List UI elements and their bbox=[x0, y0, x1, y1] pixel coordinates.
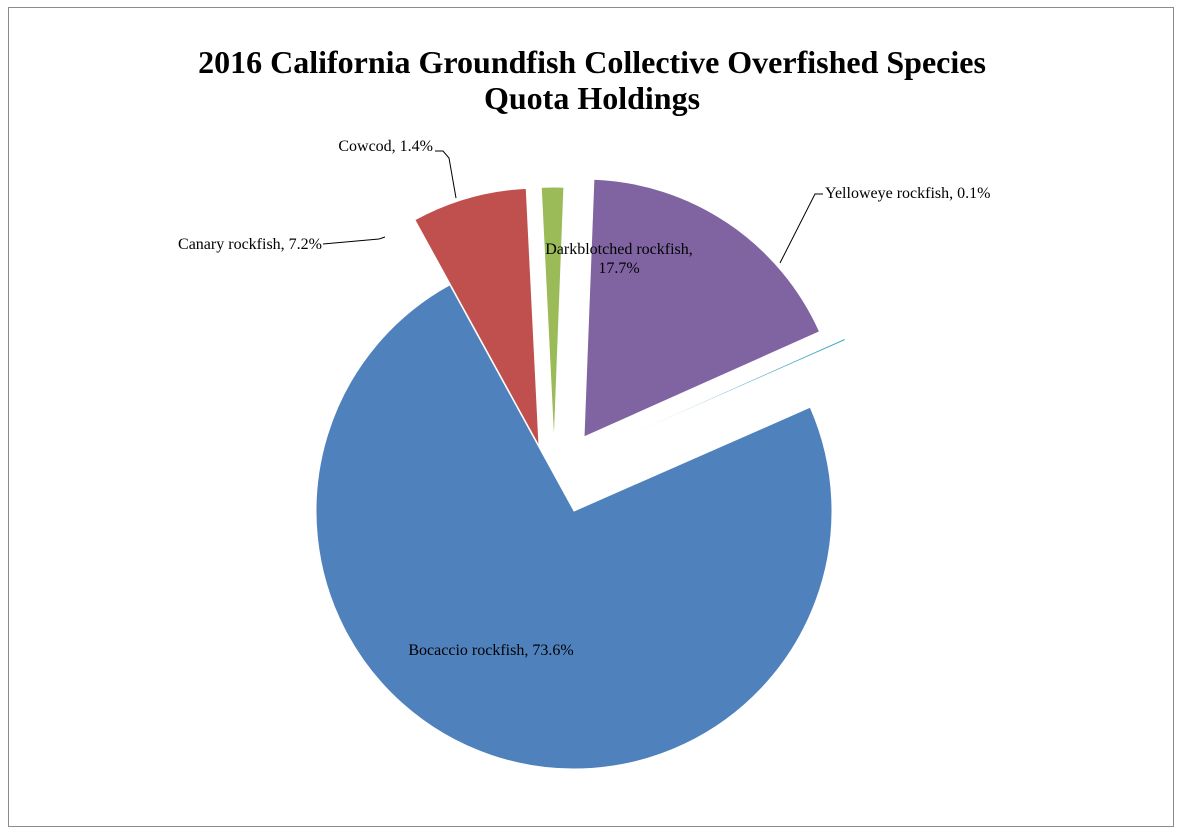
pie-chart: Bocaccio rockfish, 73.6% Canary rockfish… bbox=[178, 138, 990, 770]
label-darkblotched-rockfish-line-1: Darkblotched rockfish, bbox=[545, 241, 693, 258]
label-darkblotched-rockfish-line-2: 17.7% bbox=[598, 260, 639, 277]
pie-slices bbox=[315, 178, 846, 770]
slice-bocaccio-rockfish bbox=[315, 284, 833, 770]
slice-yelloweye-rockfish bbox=[608, 338, 846, 445]
leader-cowcod bbox=[435, 150, 457, 199]
slice-darkblotched-rockfish bbox=[583, 178, 821, 438]
slice-cowcod bbox=[540, 186, 565, 446]
chart-title: 2016 California Groundfish Collective Ov… bbox=[9, 44, 1175, 116]
label-yelloweye-rockfish: Yelloweye rockfish, 0.1% bbox=[825, 185, 990, 202]
slice-canary-rockfish bbox=[414, 187, 540, 447]
chart-area: 2016 California Groundfish Collective Ov… bbox=[8, 7, 1174, 827]
leader-lines bbox=[322, 150, 823, 264]
label-cowcod: Cowcod, 1.4% bbox=[338, 138, 433, 155]
chart-title-line-1: 2016 California Groundfish Collective Ov… bbox=[198, 44, 986, 80]
chart-title-line-2: Quota Holdings bbox=[483, 80, 701, 116]
leader-canary-rockfish bbox=[322, 236, 386, 245]
data-labels: Bocaccio rockfish, 73.6% Canary rockfish… bbox=[178, 138, 990, 659]
leader-yelloweye-rockfish bbox=[779, 193, 823, 264]
label-bocaccio-rockfish: Bocaccio rockfish, 73.6% bbox=[408, 642, 573, 659]
label-canary-rockfish: Canary rockfish, 7.2% bbox=[178, 236, 322, 253]
